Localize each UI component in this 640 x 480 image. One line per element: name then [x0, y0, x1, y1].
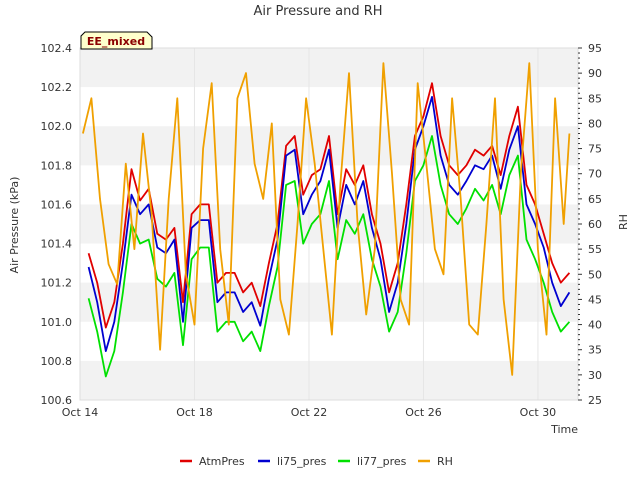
- series-layer: [82, 62, 571, 378]
- series-line-atmpres: [87, 82, 571, 329]
- chart-title: Air Pressure and RH: [253, 4, 382, 19]
- y-tick-label: 101.4: [41, 238, 73, 251]
- x-axis-title: Time: [550, 423, 578, 436]
- y2-tick-label: 65: [588, 193, 602, 206]
- y-axis-right: 25 30 35 40 45 50 55 60 65 70 75 80 85 90 95: [578, 42, 602, 407]
- y-tick-label: 102.0: [41, 120, 73, 133]
- band: [80, 48, 578, 88]
- x-tick-label: Oct 18: [176, 406, 213, 419]
- y-tick-label: 101.2: [41, 277, 73, 290]
- y2-tick-label: 45: [588, 293, 602, 306]
- y-axis-left: 100.6 100.8 101.0 101.2 101.4 101.6 101.8 102.0…: [41, 42, 73, 407]
- y2-tick-label: 85: [588, 92, 602, 105]
- y-tick-label: 101.0: [41, 316, 73, 329]
- badge: EE_mixed: [80, 31, 153, 50]
- y2-tick-label: 55: [588, 243, 602, 256]
- legend: AtmPres li75_pres li77_pres RH: [180, 455, 453, 468]
- y2-tick-label: 95: [588, 42, 602, 55]
- x-tick-label: Oct 26: [405, 406, 442, 419]
- badge-label: EE_mixed: [87, 35, 145, 48]
- x-tick-label: Oct 30: [520, 406, 557, 419]
- y2-tick-label: 60: [588, 218, 602, 231]
- x-axis: Oct 14 Oct 18 Oct 22 Oct 26 Oct 30: [62, 406, 556, 419]
- x-tick-label: Oct 14: [62, 406, 99, 419]
- y-tick-label: 101.8: [41, 159, 73, 172]
- band: [80, 360, 578, 400]
- legend-label: RH: [437, 455, 453, 468]
- y-tick-label: 101.6: [41, 198, 73, 211]
- series-line-li75_pres: [87, 96, 571, 353]
- badge-box: [80, 31, 153, 50]
- y2-tick-label: 25: [588, 394, 602, 407]
- y-tick-label: 100.8: [41, 355, 73, 368]
- series-line-rh: [82, 62, 571, 376]
- y2-tick-label: 35: [588, 344, 602, 357]
- y-tick-label: 102.2: [41, 81, 73, 94]
- y-tick-label: 100.6: [41, 394, 73, 407]
- y2-tick-label: 40: [588, 319, 602, 332]
- y2-tick-label: 50: [588, 268, 602, 281]
- legend-label: li77_pres: [357, 455, 407, 468]
- y2-tick-label: 80: [588, 117, 602, 130]
- legend-label: AtmPres: [199, 455, 245, 468]
- y2-axis-title: RH: [617, 214, 630, 230]
- y-tick-label: 102.4: [41, 42, 73, 55]
- legend-label: li75_pres: [277, 455, 327, 468]
- y2-tick-label: 75: [588, 143, 602, 156]
- y-axis-title: Air Pressure (kPa): [8, 177, 21, 274]
- x-tick-label: Oct 22: [291, 406, 328, 419]
- y2-tick-label: 30: [588, 369, 602, 382]
- y2-tick-label: 90: [588, 67, 602, 80]
- y2-tick-label: 70: [588, 168, 602, 181]
